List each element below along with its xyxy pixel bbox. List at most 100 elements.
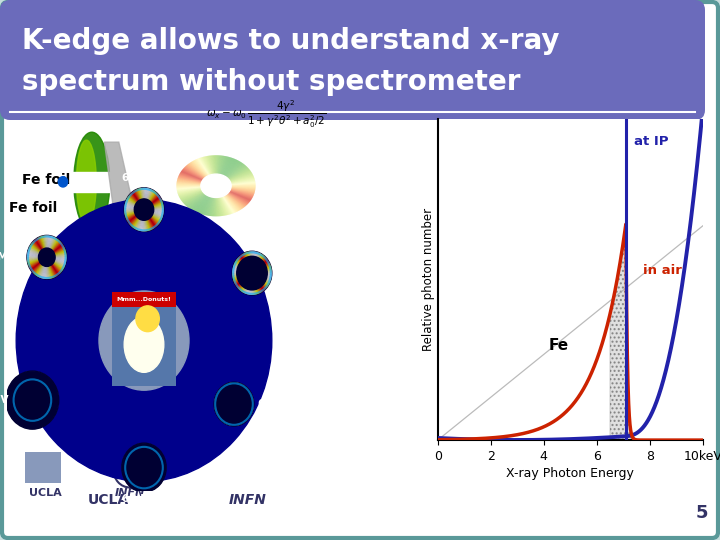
Polygon shape: [181, 191, 202, 200]
Polygon shape: [34, 371, 35, 379]
Polygon shape: [130, 193, 138, 202]
Polygon shape: [176, 187, 201, 190]
Polygon shape: [43, 235, 45, 248]
Polygon shape: [153, 201, 163, 206]
Polygon shape: [231, 187, 256, 188]
Polygon shape: [212, 198, 215, 216]
Polygon shape: [222, 197, 233, 213]
Polygon shape: [220, 197, 226, 215]
Polygon shape: [55, 259, 66, 264]
Polygon shape: [161, 455, 163, 457]
Polygon shape: [30, 245, 40, 253]
Polygon shape: [18, 418, 22, 425]
Polygon shape: [238, 285, 242, 289]
Polygon shape: [55, 257, 67, 258]
Polygon shape: [230, 171, 251, 180]
Polygon shape: [225, 161, 240, 177]
Polygon shape: [129, 217, 137, 224]
Polygon shape: [38, 421, 41, 428]
Polygon shape: [200, 197, 210, 214]
Polygon shape: [230, 179, 255, 183]
Polygon shape: [55, 258, 66, 260]
Polygon shape: [34, 264, 42, 274]
Polygon shape: [256, 252, 258, 257]
Polygon shape: [47, 414, 53, 420]
Polygon shape: [264, 260, 269, 264]
Polygon shape: [39, 421, 42, 428]
Polygon shape: [55, 251, 66, 255]
Polygon shape: [227, 424, 228, 425]
Polygon shape: [122, 469, 125, 470]
Polygon shape: [53, 244, 63, 252]
Polygon shape: [148, 190, 153, 200]
Polygon shape: [218, 156, 221, 174]
Polygon shape: [218, 416, 219, 417]
Polygon shape: [251, 251, 252, 256]
Polygon shape: [186, 166, 204, 178]
Polygon shape: [231, 187, 255, 191]
Polygon shape: [241, 254, 244, 259]
Polygon shape: [130, 218, 138, 226]
Text: INFN: INFN: [114, 488, 145, 498]
Polygon shape: [217, 197, 221, 216]
Polygon shape: [148, 489, 150, 491]
Polygon shape: [243, 385, 244, 386]
Polygon shape: [55, 258, 66, 260]
Polygon shape: [223, 422, 224, 423]
Polygon shape: [181, 191, 202, 200]
Polygon shape: [230, 191, 251, 200]
Polygon shape: [14, 379, 19, 384]
Polygon shape: [40, 373, 43, 380]
Polygon shape: [225, 384, 226, 385]
Polygon shape: [27, 260, 39, 264]
Polygon shape: [178, 189, 202, 195]
Polygon shape: [204, 157, 212, 174]
Polygon shape: [53, 264, 60, 274]
Polygon shape: [256, 252, 257, 257]
Polygon shape: [21, 374, 24, 381]
Polygon shape: [30, 371, 31, 379]
Polygon shape: [230, 177, 254, 183]
Polygon shape: [126, 200, 135, 205]
Polygon shape: [230, 190, 253, 197]
Polygon shape: [228, 193, 247, 205]
Polygon shape: [151, 217, 159, 224]
Polygon shape: [138, 489, 139, 491]
Polygon shape: [140, 489, 142, 492]
Polygon shape: [242, 423, 243, 424]
Polygon shape: [202, 157, 211, 175]
Polygon shape: [16, 417, 21, 423]
Polygon shape: [267, 272, 271, 273]
Polygon shape: [53, 244, 63, 252]
Polygon shape: [39, 266, 44, 278]
Polygon shape: [230, 382, 231, 383]
Polygon shape: [264, 284, 268, 287]
Polygon shape: [180, 173, 202, 181]
Polygon shape: [163, 474, 165, 476]
Polygon shape: [35, 240, 42, 250]
Polygon shape: [35, 239, 42, 250]
Polygon shape: [137, 220, 141, 230]
Polygon shape: [262, 257, 266, 261]
Polygon shape: [226, 383, 228, 384]
Polygon shape: [30, 422, 31, 429]
Polygon shape: [233, 272, 237, 273]
Polygon shape: [27, 251, 39, 255]
Polygon shape: [48, 382, 54, 387]
Polygon shape: [138, 220, 142, 231]
Polygon shape: [10, 412, 17, 417]
Polygon shape: [163, 461, 166, 462]
Polygon shape: [224, 385, 225, 386]
Polygon shape: [50, 410, 56, 414]
Polygon shape: [163, 462, 166, 463]
Polygon shape: [163, 471, 166, 472]
Polygon shape: [238, 424, 239, 426]
Polygon shape: [176, 187, 201, 190]
Polygon shape: [231, 181, 255, 184]
Polygon shape: [12, 381, 17, 386]
Polygon shape: [244, 422, 245, 423]
Polygon shape: [49, 411, 55, 416]
Polygon shape: [220, 197, 226, 215]
Polygon shape: [55, 259, 66, 261]
Polygon shape: [198, 196, 210, 213]
